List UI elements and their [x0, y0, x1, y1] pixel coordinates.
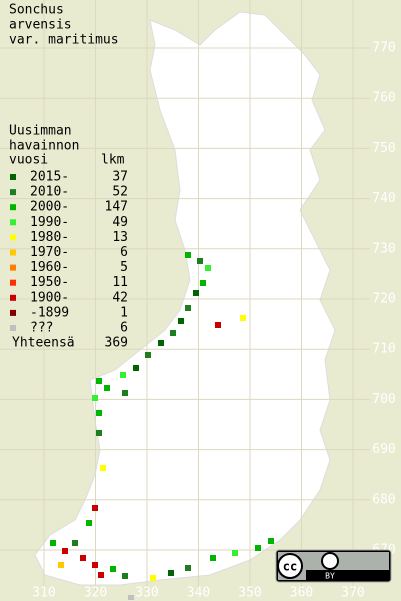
- legend-count: 5: [120, 260, 128, 275]
- by-text: BY: [325, 572, 335, 581]
- legend-count: 147: [105, 200, 128, 215]
- legend-label: 2010-: [30, 185, 69, 200]
- legend-label: 1980-: [30, 230, 69, 245]
- y-label: 750: [372, 141, 395, 156]
- y-label: 760: [372, 91, 395, 106]
- cc-text: cc: [283, 560, 297, 574]
- legend-swatch: [10, 189, 16, 196]
- legend-col-year: vuosi: [9, 153, 48, 168]
- license-badge: cc BY: [275, 549, 392, 583]
- x-label: 330: [135, 586, 158, 601]
- legend-label: 1960-: [30, 260, 69, 275]
- y-label: 680: [372, 492, 395, 507]
- legend-label: 2000-: [30, 200, 69, 215]
- legend-label: 1990-: [30, 215, 69, 230]
- x-label: 340: [187, 586, 210, 601]
- x-label: 310: [32, 586, 55, 601]
- legend-swatch: [10, 309, 16, 316]
- legend-count: 6: [120, 321, 128, 336]
- legend-swatch: [10, 279, 16, 286]
- legend-swatch: [10, 204, 16, 211]
- legend-label: 1950-: [30, 275, 69, 290]
- legend-header: Uusimman: [9, 124, 72, 139]
- title-line: arvensis: [9, 18, 72, 33]
- legend-count: 42: [112, 290, 128, 305]
- legend-total: 369: [105, 336, 128, 351]
- legend-count: 13: [112, 230, 128, 245]
- y-label: 720: [372, 292, 395, 307]
- legend-count: 1: [120, 305, 128, 320]
- x-label: 350: [238, 586, 261, 601]
- legend-label: ???: [30, 321, 53, 336]
- legend-count: 6: [120, 245, 128, 260]
- legend-swatch: [10, 249, 16, 256]
- x-label: 360: [290, 586, 313, 601]
- legend-col-count: lkm: [101, 153, 125, 168]
- title-line: Sonchus: [9, 3, 64, 18]
- legend-count: 49: [112, 215, 128, 230]
- y-label: 700: [372, 392, 395, 407]
- y-label: 690: [372, 442, 395, 457]
- legend-swatch: [10, 234, 16, 241]
- legend-swatch: [10, 219, 16, 226]
- legend-count: 11: [112, 275, 128, 290]
- legend-label: -1899: [30, 305, 69, 320]
- legend-header: havainnon: [9, 139, 79, 154]
- legend-swatch: [10, 325, 16, 331]
- legend-count: 37: [112, 170, 128, 185]
- legend-total-label: Yhteensä: [12, 336, 75, 351]
- observation-squares: [50, 252, 274, 600]
- legend-label: 1970-: [30, 245, 69, 260]
- x-label: 370: [341, 586, 364, 601]
- legend-label: 2015-: [30, 170, 69, 185]
- title-line: var. maritimus: [9, 33, 119, 48]
- legend-swatch: [10, 264, 16, 271]
- y-label: 770: [372, 41, 395, 56]
- legend-swatch: [10, 294, 16, 301]
- legend-label: 1900-: [30, 290, 69, 305]
- legend-swatch: [10, 174, 16, 180]
- y-label: 740: [372, 191, 395, 206]
- x-label: 320: [84, 586, 107, 601]
- legend-count: 52: [112, 185, 128, 200]
- y-label: 710: [372, 342, 395, 357]
- y-label: 730: [372, 241, 395, 256]
